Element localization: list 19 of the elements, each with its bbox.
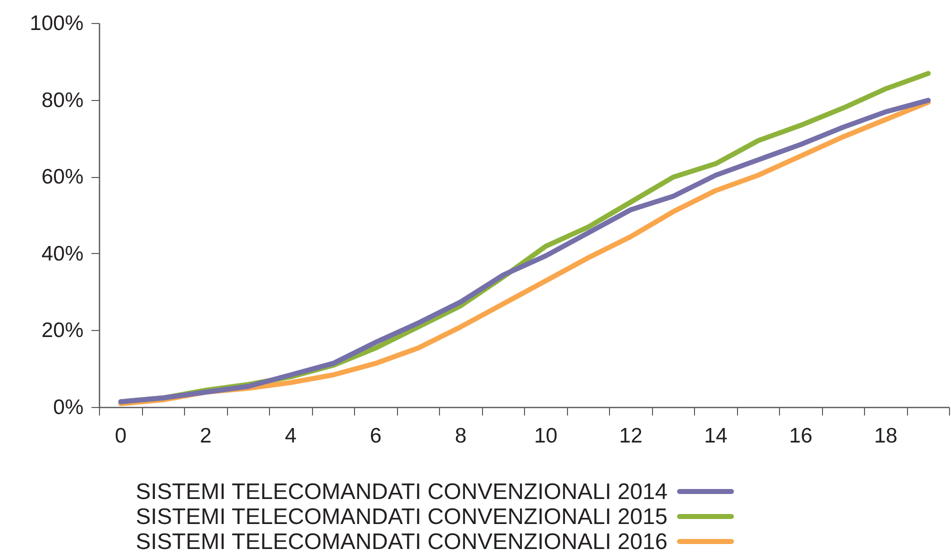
x-tick-label: 14 [704,424,728,448]
y-tick-label: 100% [30,12,84,35]
y-tick-label: 0% [53,396,84,419]
x-tick-label: 2 [200,424,212,448]
x-tick-label: 4 [284,424,297,448]
y-tick-label: 60% [41,166,84,189]
y-tick-label: 40% [41,242,84,266]
y-tick-label: 80% [41,88,84,112]
legend-label: SISTEMI TELECOMANDATI CONVENZIONALI 2015 [136,504,668,529]
legend-label: SISTEMI TELECOMANDATI CONVENZIONALI 2016 [136,529,668,554]
x-tick-label: 8 [454,424,467,448]
y-tick-label: 20% [41,319,84,342]
x-tick-label: 12 [619,424,642,448]
x-tick-label: 6 [370,424,382,448]
x-tick-label: 18 [874,424,898,448]
x-tick-label: 16 [789,424,812,448]
x-tick-label: 10 [534,424,558,448]
legend-label: SISTEMI TELECOMANDATI CONVENZIONALI 2014 [136,479,668,504]
x-tick-label: 0 [114,424,127,448]
